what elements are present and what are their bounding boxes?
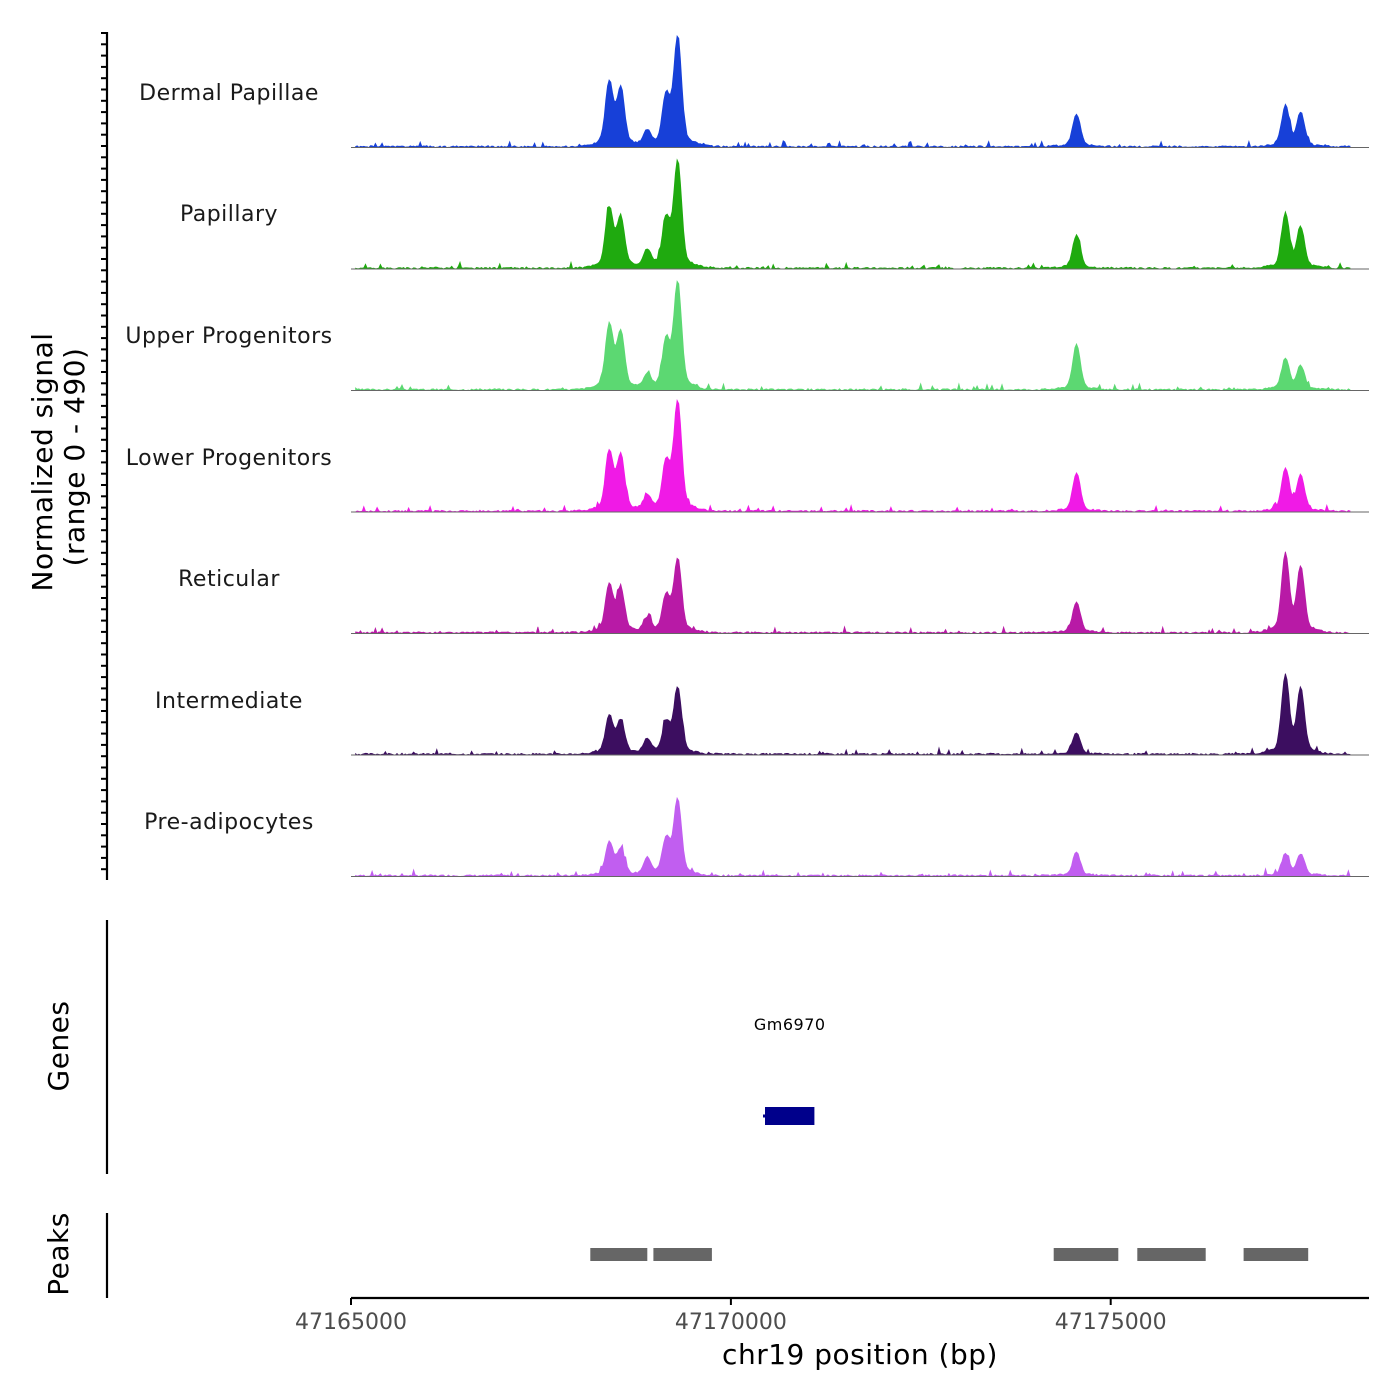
gene-body xyxy=(765,1107,815,1125)
peaks-panel: Peaks xyxy=(42,1212,1309,1298)
track-label-intermediate: Intermediate xyxy=(155,689,303,714)
x-tick-label: 47170000 xyxy=(675,1310,787,1335)
track-label-lower-progenitors: Lower Progenitors xyxy=(126,446,332,471)
track-upper-progenitors: Upper Progenitors xyxy=(125,280,1369,392)
peak-region xyxy=(653,1248,712,1261)
peak-region xyxy=(1243,1248,1309,1261)
peak-region xyxy=(1053,1248,1119,1261)
signal-area xyxy=(355,280,1351,392)
signal-area xyxy=(355,34,1351,149)
x-tick-label: 47175000 xyxy=(1055,1310,1167,1335)
signal-area xyxy=(355,796,1351,878)
y-axis-title-line1: Normalized signal xyxy=(26,332,59,591)
peak-region xyxy=(590,1248,648,1261)
track-reticular: Reticular xyxy=(178,551,1369,635)
track-label-reticular: Reticular xyxy=(178,567,280,592)
signal-area xyxy=(355,158,1351,270)
peak-region xyxy=(1137,1248,1206,1261)
y-axis-title-line2: (range 0 - 490) xyxy=(58,348,91,567)
peaks-axis-title: Peaks xyxy=(42,1212,75,1296)
genes-axis-title: Genes xyxy=(42,1001,75,1092)
x-axis: 47165000 47170000 47175000 chr19 positio… xyxy=(295,1296,1369,1371)
x-tick-label: 47165000 xyxy=(295,1310,407,1335)
track-label-dermal-papillae: Dermal Papillae xyxy=(139,81,319,106)
track-intermediate: Intermediate xyxy=(155,673,1369,756)
track-label-upper-progenitors: Upper Progenitors xyxy=(125,324,332,349)
track-papillary: Papillary xyxy=(180,158,1369,270)
signal-area xyxy=(355,398,1351,513)
signal-tracks: Dermal Papillae Papillary Upper Progenit… xyxy=(125,34,1369,878)
track-label-papillary: Papillary xyxy=(180,202,278,227)
track-pre-adipocytes: Pre-adipocytes xyxy=(144,796,1369,878)
y-axis-title: Normalized signal (range 0 - 490) xyxy=(26,332,91,591)
signal-y-axis xyxy=(101,32,109,880)
signal-area xyxy=(355,551,1351,635)
genes-panel: Genes Gm6970 xyxy=(42,920,826,1174)
gene-label-gm6970: Gm6970 xyxy=(754,1015,826,1034)
track-dermal-papillae: Dermal Papillae xyxy=(139,34,1369,149)
track-lower-progenitors: Lower Progenitors xyxy=(126,398,1369,513)
x-axis-title: chr19 position (bp) xyxy=(722,1338,998,1371)
signal-area xyxy=(355,673,1351,756)
track-label-pre-adipocytes: Pre-adipocytes xyxy=(144,810,314,835)
